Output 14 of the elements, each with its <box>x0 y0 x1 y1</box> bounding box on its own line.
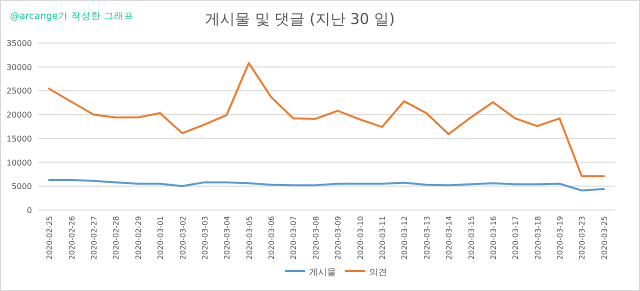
y-tick-label: 0 <box>26 206 32 215</box>
line-series <box>48 62 605 178</box>
y-tick-label: 35000 <box>6 39 32 48</box>
legend-label: 의견 <box>369 268 387 278</box>
legend-label: 게시물 <box>309 268 336 278</box>
y-tick-label: 30000 <box>6 62 32 72</box>
y-tick-label: 25000 <box>6 86 32 96</box>
y-tick-label: 15000 <box>6 134 32 144</box>
chart-title: 게시물 및 댓글 (지난 30 일) <box>205 10 395 28</box>
y-tick-label: 5000 <box>12 182 32 192</box>
text: @arcange가 작성한 그래프 <box>10 11 134 22</box>
y-tick-label: 20000 <box>6 110 32 120</box>
y-tick-label: 10000 <box>6 158 32 168</box>
line-series <box>48 178 605 192</box>
